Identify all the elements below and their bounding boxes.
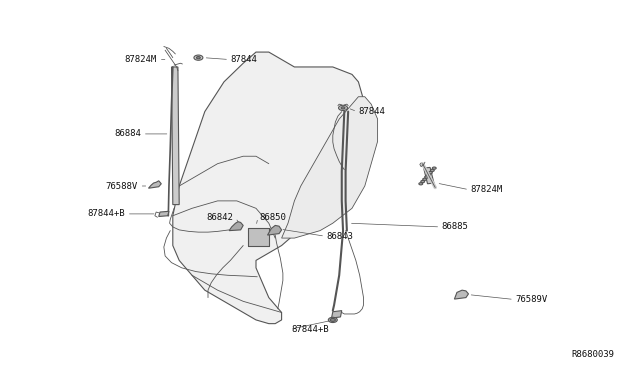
Polygon shape (148, 181, 161, 188)
Circle shape (328, 317, 337, 323)
Polygon shape (268, 225, 282, 235)
Polygon shape (172, 67, 179, 205)
Circle shape (196, 57, 200, 59)
Circle shape (339, 105, 348, 110)
Circle shape (421, 180, 425, 183)
Bar (248, 228, 269, 246)
Text: R8680039: R8680039 (572, 350, 614, 359)
Text: 87844+B: 87844+B (87, 209, 125, 218)
Polygon shape (229, 222, 243, 231)
Circle shape (194, 55, 203, 60)
Text: 87824M: 87824M (125, 55, 157, 64)
Text: 86850: 86850 (259, 213, 286, 222)
Text: 86842: 86842 (207, 213, 234, 222)
Circle shape (330, 318, 335, 321)
Text: 86884: 86884 (114, 129, 141, 138)
Text: 76588V: 76588V (106, 182, 138, 190)
Text: 87844: 87844 (358, 107, 385, 116)
Text: 87844+B: 87844+B (291, 325, 329, 334)
Circle shape (433, 167, 436, 169)
Circle shape (422, 178, 427, 180)
Circle shape (425, 176, 429, 178)
Circle shape (430, 169, 435, 171)
Polygon shape (454, 290, 468, 299)
Polygon shape (173, 52, 365, 324)
Text: 87824M: 87824M (470, 185, 502, 194)
Text: 86885: 86885 (442, 222, 468, 231)
Polygon shape (282, 97, 378, 238)
Text: 76589V: 76589V (515, 295, 547, 304)
Polygon shape (424, 167, 434, 184)
Text: 86843: 86843 (326, 232, 353, 241)
Circle shape (429, 171, 433, 174)
Text: 87844: 87844 (230, 55, 257, 64)
Polygon shape (159, 211, 169, 217)
Circle shape (419, 183, 422, 185)
Polygon shape (332, 311, 342, 318)
Circle shape (426, 174, 431, 176)
Circle shape (341, 107, 345, 109)
